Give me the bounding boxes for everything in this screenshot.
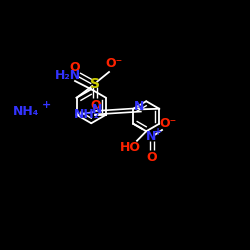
- Text: N: N: [92, 103, 102, 116]
- Text: O: O: [146, 151, 157, 164]
- Text: +: +: [154, 127, 162, 137]
- Text: O: O: [69, 61, 80, 74]
- Text: +: +: [42, 100, 51, 110]
- Text: NH₂: NH₂: [74, 108, 100, 121]
- Text: O⁻: O⁻: [105, 57, 122, 70]
- Text: S: S: [90, 77, 100, 91]
- Text: HO: HO: [120, 141, 141, 154]
- Text: N: N: [146, 130, 157, 143]
- Text: NH₄: NH₄: [13, 105, 40, 118]
- Text: O: O: [90, 99, 101, 112]
- Text: O⁻: O⁻: [160, 117, 177, 130]
- Text: H₂N: H₂N: [54, 69, 80, 82]
- Text: N: N: [134, 100, 144, 113]
